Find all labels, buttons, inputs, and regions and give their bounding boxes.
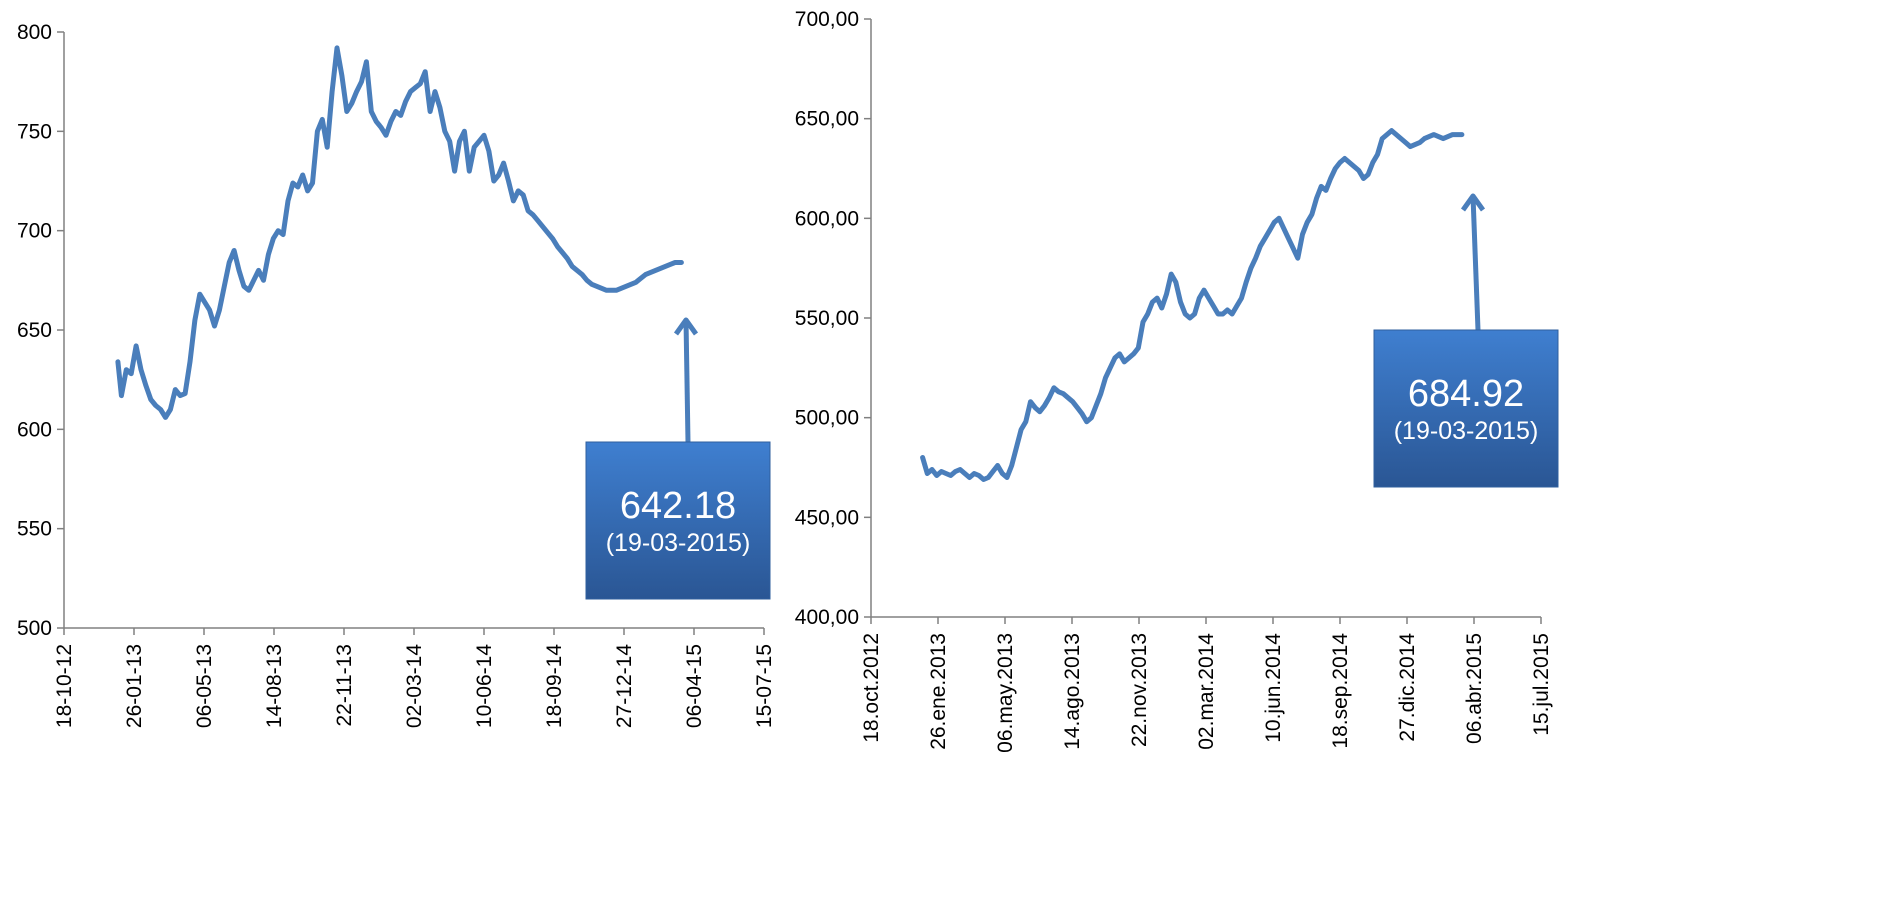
chart-left: 500 550 600 650 700 750 800 18-10-12 26-01-13 06-… bbox=[17, 21, 776, 728]
x-tick-label: 14-08-13 bbox=[263, 644, 286, 728]
y-tick-label: 750 bbox=[17, 120, 52, 143]
x-tick-label: 27.dic.2014 bbox=[1396, 633, 1419, 742]
series-line bbox=[920, 128, 1465, 482]
y-tick-label: 600,00 bbox=[795, 207, 859, 230]
callout-box bbox=[585, 441, 771, 600]
x-tick-label: 10.jun.2014 bbox=[1262, 633, 1285, 743]
x-tick-label: 27-12-14 bbox=[613, 644, 636, 728]
y-tick-label: 550,00 bbox=[795, 307, 859, 330]
x-tick-label: 18-10-12 bbox=[53, 644, 76, 728]
x-tick-label: 06-05-13 bbox=[193, 644, 216, 728]
x-tick-label: 15.jul.2015 bbox=[1530, 633, 1553, 736]
x-tick-label: 18.oct.2012 bbox=[860, 633, 883, 743]
callout-date: (19-03-2015) bbox=[606, 529, 751, 557]
callout-box bbox=[1373, 329, 1559, 488]
x-tick-label: 06.may.2013 bbox=[994, 633, 1017, 753]
x-tick-label: 02-03-14 bbox=[403, 644, 426, 728]
callout-arrow-shaft bbox=[683, 319, 691, 443]
x-tick-label: 02.mar.2014 bbox=[1195, 633, 1218, 750]
callout-date: (19-03-2015) bbox=[1394, 417, 1539, 445]
callout-arrow-head bbox=[673, 317, 699, 336]
y-tick-label: 700,00 bbox=[795, 8, 859, 31]
x-tick-label: 14.ago.2013 bbox=[1061, 633, 1084, 750]
x-tick-label: 26.ene.2013 bbox=[927, 633, 950, 750]
x-tick-label: 15-07-15 bbox=[753, 644, 776, 728]
x-tick-label: 22-11-13 bbox=[333, 644, 356, 727]
y-tick-label: 800 bbox=[17, 21, 52, 44]
y-tick-label: 650 bbox=[17, 319, 52, 342]
callout-arrow-shaft bbox=[1470, 195, 1481, 331]
callout-value: 684.92 bbox=[1408, 373, 1524, 415]
y-tick-label: 500,00 bbox=[795, 407, 859, 430]
y-tick-label: 450,00 bbox=[795, 506, 859, 529]
y-tick-label: 550 bbox=[17, 518, 52, 541]
x-tick-label: 22.nov.2013 bbox=[1128, 633, 1151, 747]
callout-arrow-head bbox=[1460, 193, 1486, 212]
x-tick-label: 18-09-14 bbox=[543, 644, 566, 728]
x-tick-label: 26-01-13 bbox=[123, 644, 146, 728]
y-tick-label: 500 bbox=[17, 617, 52, 640]
y-tick-label: 400,00 bbox=[795, 606, 859, 629]
y-tick-label: 600 bbox=[17, 418, 52, 441]
y-tick-label: 700 bbox=[17, 220, 52, 243]
series-line bbox=[115, 45, 684, 420]
x-tick-label: 10-06-14 bbox=[473, 644, 496, 728]
x-tick-label: 06.abr.2015 bbox=[1463, 633, 1486, 744]
y-tick-label: 650,00 bbox=[795, 108, 859, 131]
x-tick-label: 18.sep.2014 bbox=[1329, 633, 1352, 749]
callout-value: 642.18 bbox=[620, 485, 736, 527]
x-tick-label: 06-04-15 bbox=[683, 644, 706, 728]
chart-right: 400,00 450,00 500,00 550,00 600,00 650,00 700,… bbox=[795, 8, 1559, 753]
